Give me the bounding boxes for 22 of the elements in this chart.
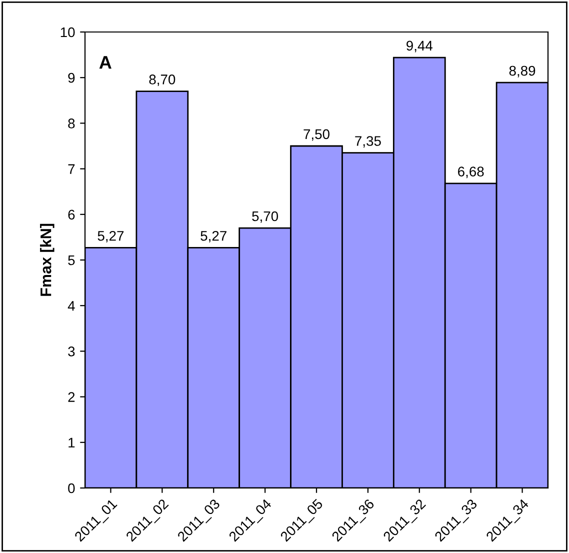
data-label: 5,27 [98, 230, 124, 242]
y-tick-label: 9 [68, 72, 75, 83]
y-tick-label: 2 [68, 392, 75, 402]
y-tick-label: 5 [68, 255, 75, 266]
y-tick-label: 7 [68, 164, 75, 174]
data-label: 8,89 [509, 66, 536, 78]
y-axis-title: Fmax [kN] [40, 224, 54, 296]
y-tick-label: 4 [68, 301, 75, 311]
y-tick-label: 8 [68, 118, 75, 128]
y-tick-label: 1 [68, 438, 75, 448]
y-tick-label: 10 [60, 27, 75, 38]
data-label: 5,27 [200, 230, 226, 242]
y-tick-label: 3 [68, 346, 75, 356]
data-label: 6,68 [458, 166, 484, 178]
y-tick-label: 6 [68, 210, 75, 220]
y-tick-label: 0 [68, 483, 75, 494]
data-label: 7,35 [355, 136, 381, 148]
annotation: A [99, 56, 112, 69]
data-label: 5,70 [252, 211, 278, 223]
data-label: 9,44 [406, 40, 432, 52]
data-label: 8,70 [149, 74, 176, 86]
data-label: 7,50 [304, 129, 330, 141]
